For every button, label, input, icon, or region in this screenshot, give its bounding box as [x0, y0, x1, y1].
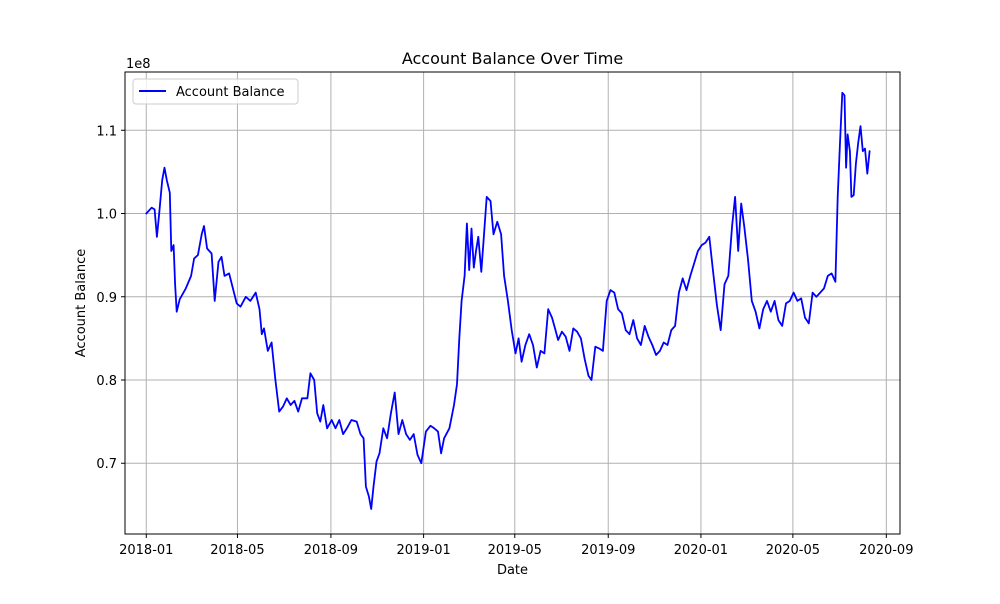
x-tick-label: 2020-09 — [859, 543, 913, 558]
x-tick-label: 2020-01 — [674, 543, 728, 558]
x-tick-label: 2019-01 — [396, 543, 450, 558]
y-tick-label: 0.8 — [96, 374, 117, 389]
x-tick-label: 2019-09 — [581, 543, 635, 558]
grid-lines — [125, 72, 900, 534]
y-tick-label: 1.1 — [96, 124, 117, 139]
y-tick-label: 0.7 — [96, 457, 117, 472]
y-axis-ticks: 0.7 0.8 0.9 1.0 1.1 — [96, 124, 125, 472]
series-line-account-balance — [145, 91, 871, 510]
legend[interactable]: Account Balance — [132, 78, 299, 105]
x-tick-label: 2019-05 — [488, 543, 542, 558]
y-axis-label: Account Balance — [74, 249, 89, 357]
plot-frame — [124, 71, 901, 535]
series-layer — [145, 91, 871, 510]
x-axis-ticks: 2018-01 2018-05 2018-09 2019-01 2019-05 2019-… — [119, 534, 913, 558]
chart-title: Account Balance Over Time — [402, 49, 623, 68]
y-tick-label: 0.9 — [96, 291, 117, 306]
x-tick-label: 2018-09 — [304, 543, 358, 558]
legend-box — [132, 78, 299, 105]
legend-label-account-balance: Account Balance — [176, 85, 284, 100]
x-tick-label: 2020-05 — [766, 543, 820, 558]
y-tick-label: 1.0 — [96, 208, 117, 223]
x-tick-label: 2018-05 — [210, 543, 264, 558]
x-tick-label: 2018-01 — [119, 543, 173, 558]
y-axis-offset-label: 1e8 — [126, 57, 151, 72]
x-axis-label: Date — [497, 563, 528, 578]
